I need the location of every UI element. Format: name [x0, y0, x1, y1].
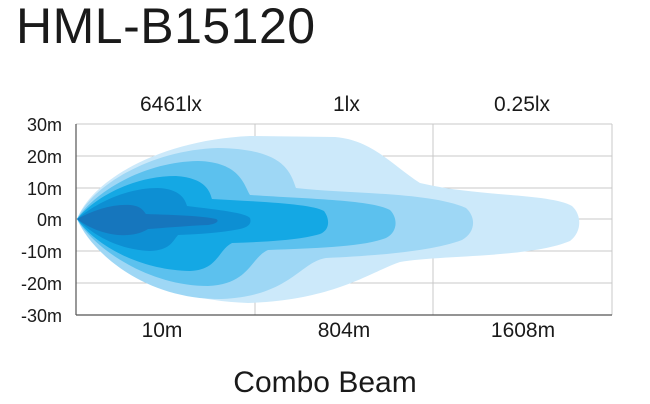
beam-type-caption: Combo Beam: [233, 366, 417, 399]
y-tick-0: 0m: [36, 210, 62, 230]
x-tick-10m: 10m: [141, 319, 183, 342]
x-tick-804m: 804m: [317, 319, 371, 342]
y-tick-20: 20m: [26, 147, 62, 167]
y-tick-30: 30m: [26, 115, 62, 135]
lux-label-low: 0.25lx: [494, 93, 551, 116]
lux-label-mid: 1lx: [333, 93, 360, 116]
beam-zone-6: [77, 204, 218, 236]
y-tick-10: 10m: [26, 179, 62, 199]
x-tick-1608m: 1608m: [490, 319, 556, 342]
model-title: HML-B15120: [16, 0, 316, 54]
lux-label-high: 6461lx: [140, 93, 202, 116]
y-tick-neg20: -20m: [20, 274, 62, 294]
y-tick-neg10: -10m: [20, 242, 62, 262]
y-tick-neg30: -30m: [20, 306, 62, 326]
axes: [75, 124, 612, 316]
